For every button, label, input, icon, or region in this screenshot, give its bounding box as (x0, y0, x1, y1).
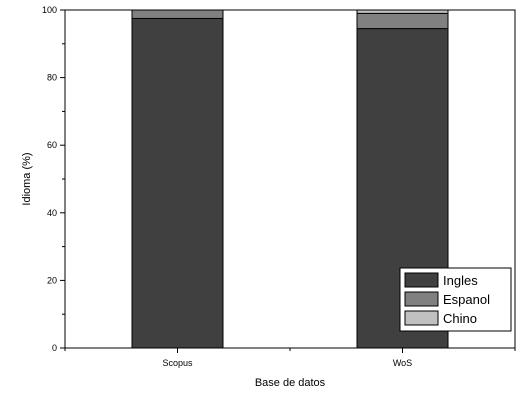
y-tick-label: 0 (52, 343, 57, 353)
bar-wos-espanol (356, 12, 449, 30)
y-tick-label: 40 (47, 208, 57, 218)
y-tick-label: 100 (42, 5, 57, 15)
y-axis: 0 20 40 60 80 100 (42, 5, 65, 353)
x-axis-title: Base de datos (255, 377, 326, 389)
y-axis-title: Idioma (%) (21, 152, 33, 205)
bar-scopus-espanol (131, 9, 224, 19)
y-tick-label: 60 (47, 140, 57, 150)
x-tick-label: WoS (393, 358, 412, 368)
legend-label-espanol: Espanol (443, 292, 490, 307)
bar-wos-chino (356, 9, 449, 14)
legend-swatch-espanol (404, 291, 439, 307)
x-tick-label: Scopus (162, 358, 193, 368)
legend-label-chino: Chino (443, 311, 477, 326)
y-tick-label: 80 (47, 73, 57, 83)
x-axis: Scopus WoS (64, 348, 516, 368)
y-tick-label: 20 (47, 275, 57, 285)
legend-swatch-ingles (404, 272, 439, 288)
legend: Ingles Espanol Chino (399, 267, 512, 332)
bar-scopus-ingles (131, 17, 224, 349)
legend-label-ingles: Ingles (443, 273, 478, 288)
legend-swatch-chino (404, 310, 439, 326)
